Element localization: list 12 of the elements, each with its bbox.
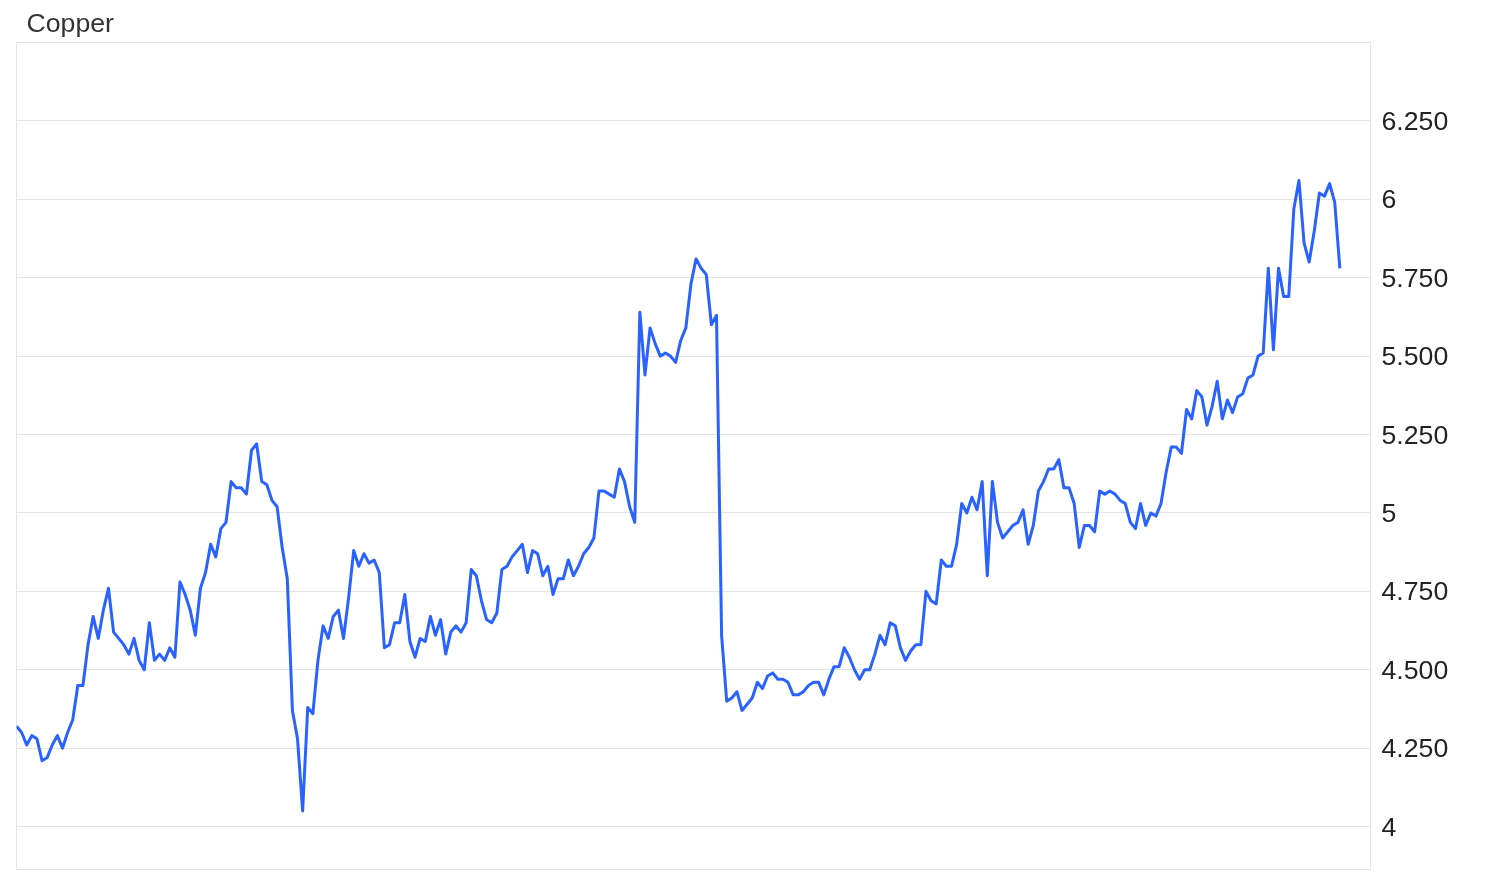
y-tick-label: 4.250 [1381, 733, 1449, 764]
line-series [16, 179, 1342, 813]
y-tick-label: 5.750 [1381, 262, 1449, 293]
y-tick-label: 6 [1381, 184, 1397, 215]
y-tick-label: 5.500 [1381, 341, 1449, 372]
y-tick-label: 6.250 [1381, 105, 1449, 136]
y-tick-label: 5 [1381, 497, 1397, 528]
y-tick-label: 4.750 [1381, 576, 1449, 607]
y-tick-label: 5.250 [1381, 419, 1449, 450]
y-tick-label: 4.500 [1381, 654, 1449, 685]
y-tick-label: 4 [1381, 811, 1397, 842]
chart-title: Copper [26, 7, 115, 38]
